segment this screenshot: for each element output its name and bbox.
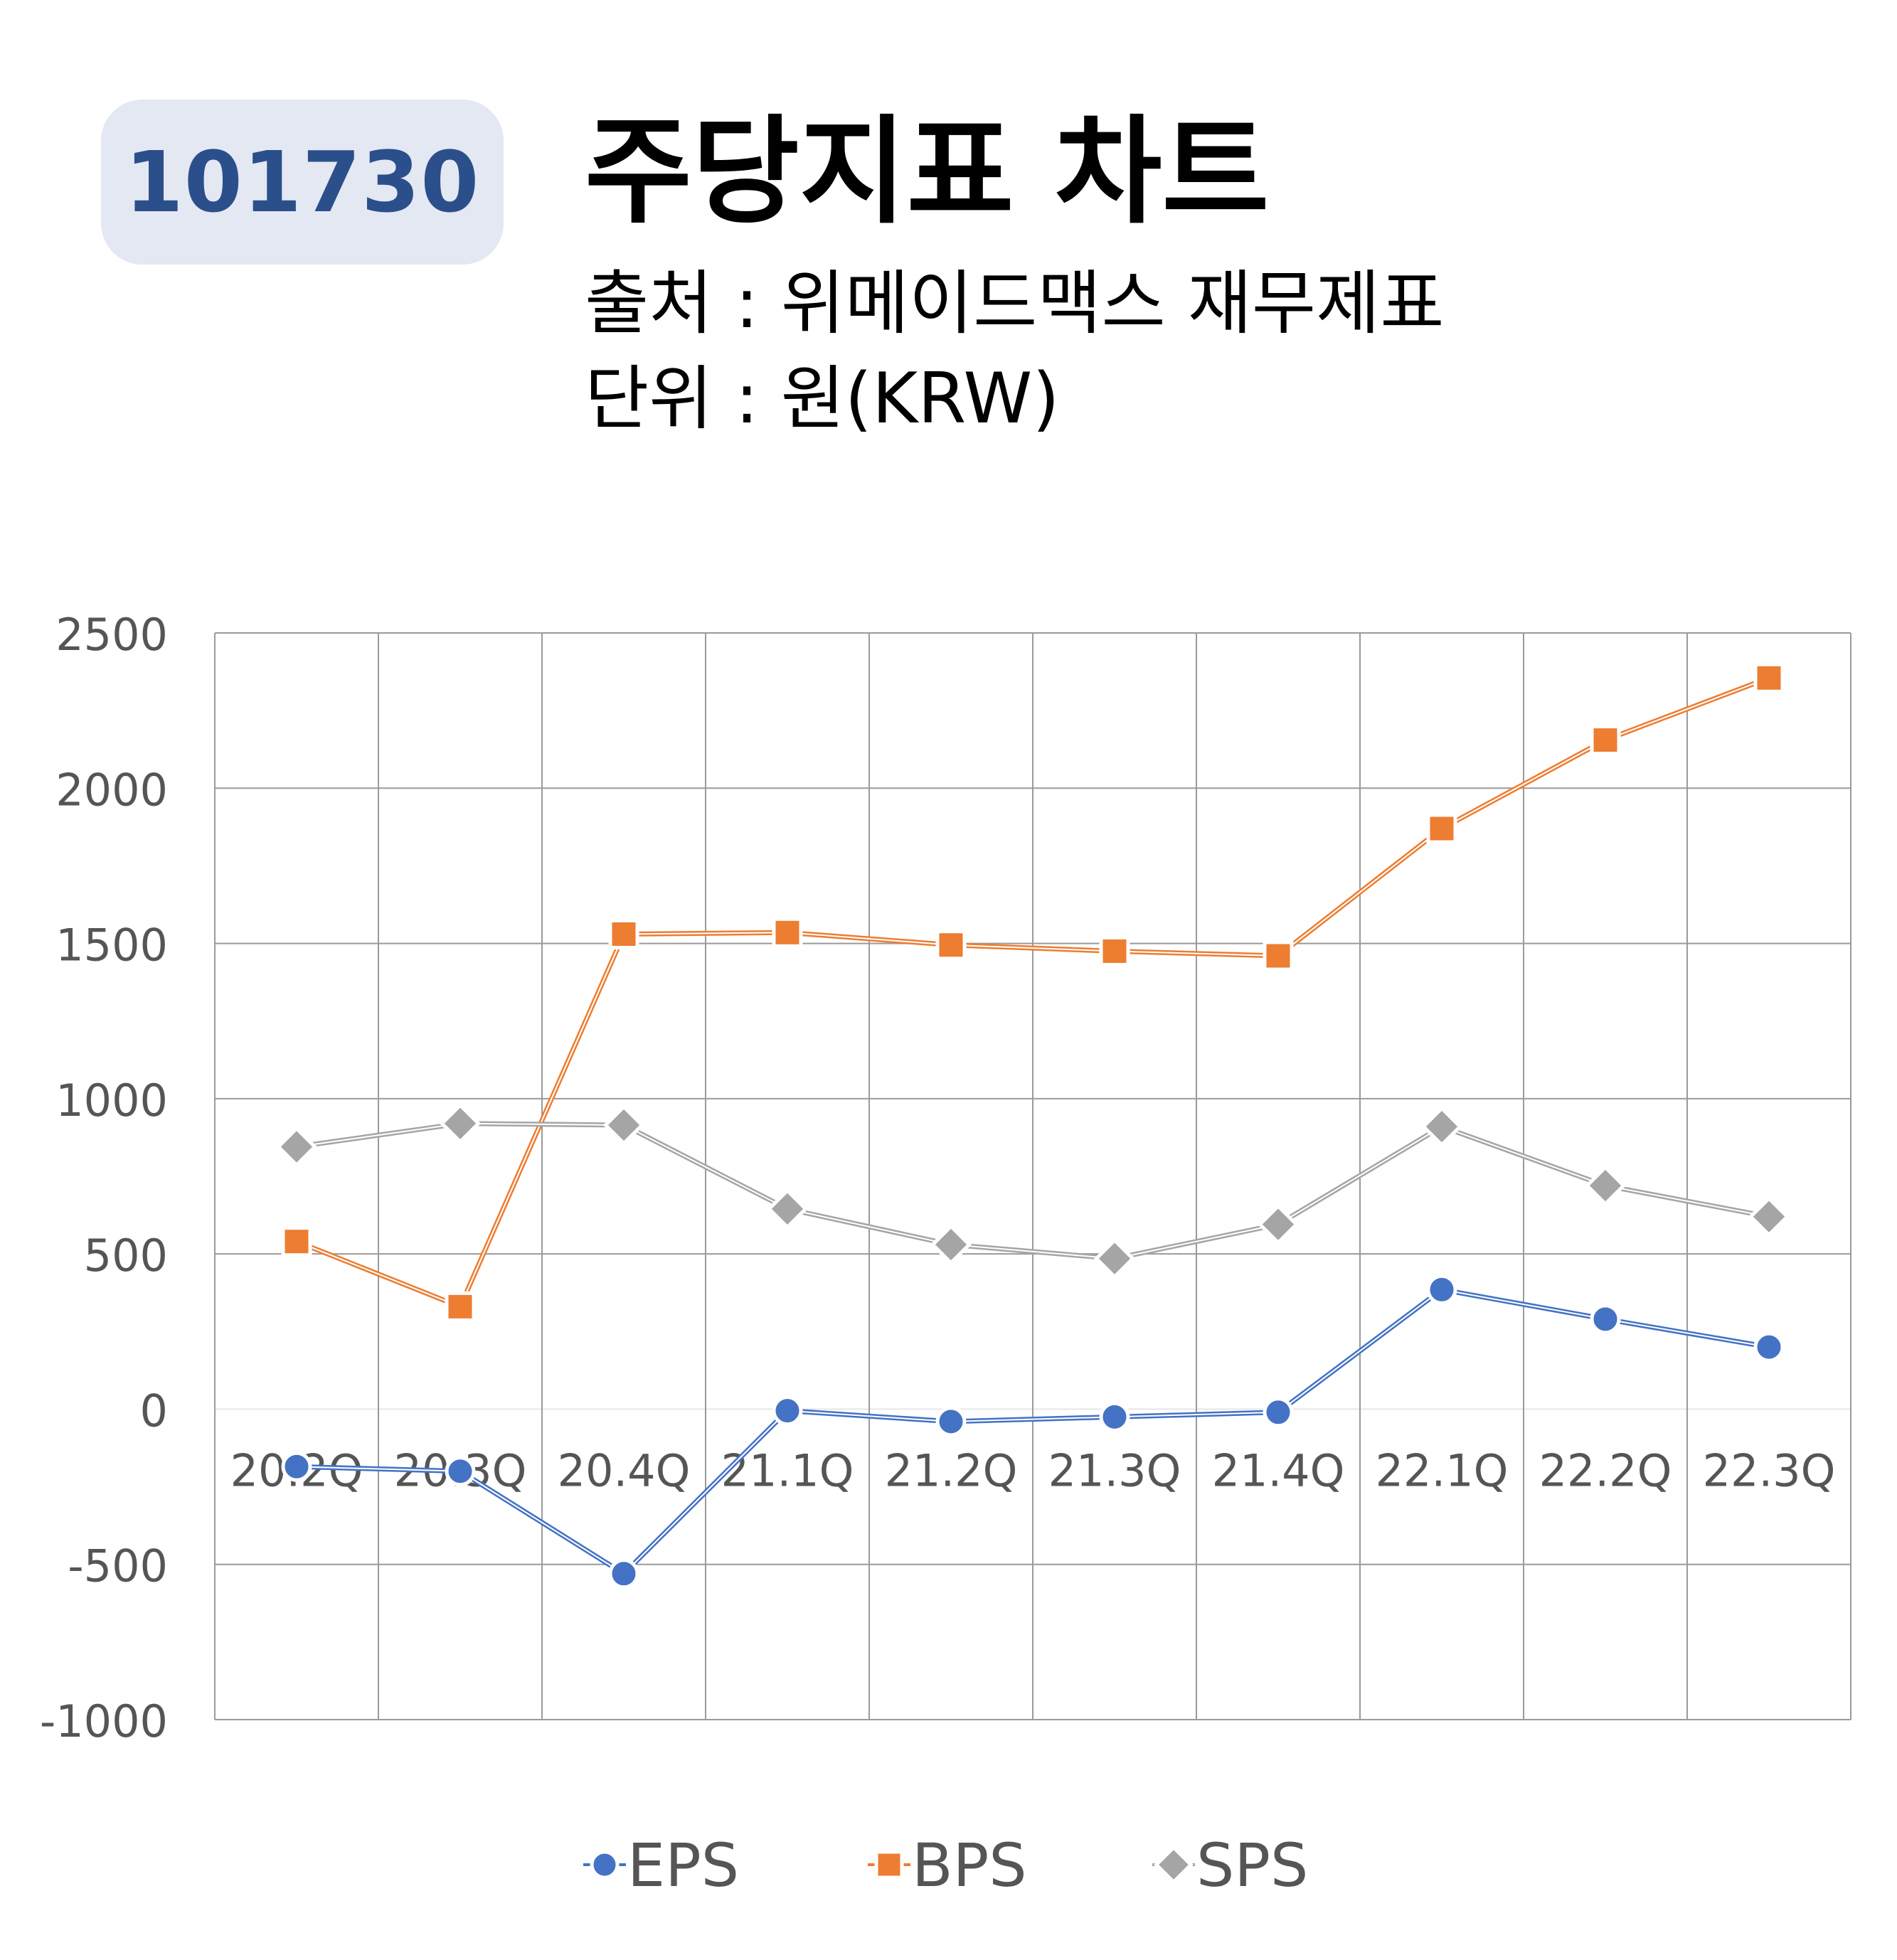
y-tick-label: 1000: [55, 1075, 168, 1127]
chart-title: 주당지표 차트: [585, 104, 1270, 240]
legend-label: EPS: [627, 1831, 739, 1900]
x-tick-label: 22.1Q: [1376, 1444, 1509, 1496]
data-point-bps: [608, 918, 639, 949]
ticker-code: 101730: [124, 133, 480, 231]
data-point-eps: [445, 1456, 476, 1487]
data-point-eps: [1753, 1331, 1785, 1363]
data-point-sps: [1584, 1164, 1627, 1207]
data-point-bps: [1426, 813, 1457, 844]
legend-label: BPS: [912, 1831, 1027, 1900]
y-tick-label: 2000: [55, 764, 168, 816]
y-tick-label: 1500: [55, 920, 168, 971]
data-point-sps: [439, 1102, 482, 1144]
series-sps: [275, 1102, 1790, 1279]
x-tick-label: 20.4Q: [558, 1444, 691, 1496]
data-point-eps: [1590, 1304, 1621, 1335]
data-point-sps: [602, 1104, 645, 1146]
y-tick-label: 0: [140, 1385, 168, 1437]
x-tick-label: 21.3Q: [1048, 1444, 1181, 1496]
data-point-eps: [772, 1395, 803, 1427]
data-point-bps: [1590, 725, 1621, 756]
data-point-eps: [281, 1451, 312, 1482]
chart-legend: EPS BPS SPS: [583, 1831, 1308, 1900]
unit-label: 단위 : 원(KRW): [585, 358, 1060, 440]
data-point-sps: [1257, 1203, 1300, 1245]
source-label: 출처 : 위메이드맥스 재무제표: [585, 263, 1445, 344]
series-eps: [281, 1274, 1785, 1589]
data-point-eps: [1099, 1401, 1130, 1432]
legend-label: SPS: [1196, 1831, 1308, 1900]
data-point-bps: [1099, 935, 1130, 966]
legend-item-bps: BPS: [868, 1831, 1027, 1900]
data-point-sps: [275, 1126, 318, 1168]
data-point-bps: [772, 917, 803, 948]
series-line: [296, 677, 1770, 1308]
data-point-bps: [935, 930, 967, 961]
legend-marker: [874, 1850, 904, 1880]
data-point-eps: [1263, 1397, 1294, 1428]
series-line: [296, 1122, 1770, 1259]
data-point-eps: [1426, 1274, 1457, 1305]
y-tick-label: -500: [68, 1540, 168, 1592]
ticker-badge: 101730: [101, 100, 504, 265]
legend-marker: [1154, 1845, 1194, 1885]
data-point-eps: [608, 1558, 639, 1589]
y-tick-label: -1000: [40, 1695, 168, 1747]
x-tick-label: 21.2Q: [885, 1444, 1018, 1496]
data-point-bps: [1263, 940, 1294, 971]
series-bps: [281, 662, 1785, 1322]
data-point-sps: [930, 1223, 972, 1266]
y-tick-label: 2500: [55, 609, 168, 661]
data-point-sps: [766, 1188, 809, 1230]
chart-series: [275, 662, 1790, 1589]
y-tick-label: 500: [84, 1230, 168, 1282]
x-axis-labels: 20.2Q20.3Q20.4Q21.1Q21.2Q21.3Q21.4Q22.1Q…: [230, 1444, 1836, 1496]
data-point-bps: [1753, 662, 1785, 693]
data-point-sps: [1748, 1195, 1790, 1237]
x-tick-label: 22.2Q: [1539, 1444, 1672, 1496]
x-tick-label: 22.3Q: [1703, 1444, 1836, 1496]
data-point-sps: [1093, 1237, 1136, 1279]
data-point-bps: [445, 1291, 476, 1322]
x-tick-label: 21.1Q: [721, 1444, 854, 1496]
legend-item-sps: SPS: [1152, 1831, 1308, 1900]
x-tick-label: 21.4Q: [1212, 1444, 1345, 1496]
series-line: [296, 1289, 1770, 1575]
y-axis-labels: 2500 2000 1500 1000 500 0 -500 -1000: [40, 609, 168, 1747]
data-point-sps: [1420, 1105, 1463, 1148]
legend-marker: [590, 1850, 620, 1880]
legend-item-eps: EPS: [583, 1831, 739, 1900]
data-point-bps: [281, 1226, 312, 1257]
data-point-eps: [935, 1406, 967, 1437]
